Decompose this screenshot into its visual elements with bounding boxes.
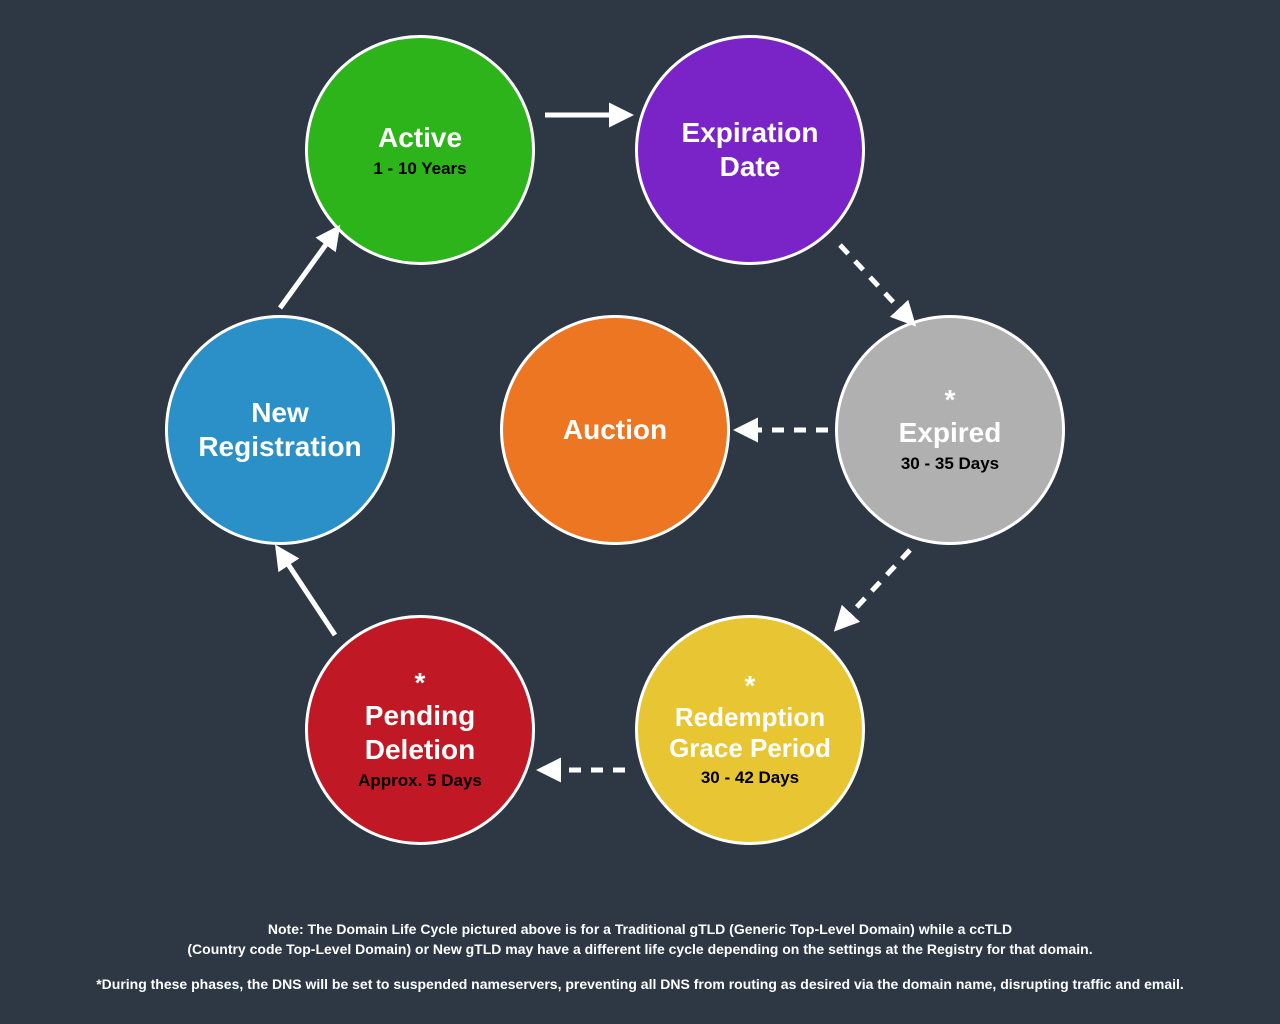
- node-expired-asterisk: *: [945, 386, 956, 414]
- node-active: Active 1 - 10 Years: [305, 35, 535, 265]
- node-redemption-title: Redemption Grace Period: [669, 702, 831, 764]
- footer-note-line1: Note: The Domain Life Cycle pictured abo…: [268, 921, 1012, 937]
- footer-note-line2: (Country code Top-Level Domain) or New g…: [187, 941, 1092, 957]
- node-redemption-subtitle: 30 - 42 Days: [701, 768, 799, 788]
- node-newreg: New Registration: [165, 315, 395, 545]
- node-expired: * Expired 30 - 35 Days: [835, 315, 1065, 545]
- edge-newreg-active: [280, 232, 335, 308]
- node-expiration-title: Expiration Date: [682, 116, 819, 183]
- footer-asterisk-text: *During these phases, the DNS will be se…: [96, 976, 1184, 992]
- node-pending-asterisk: *: [415, 669, 426, 697]
- node-redemption: * Redemption Grace Period 30 - 42 Days: [635, 615, 865, 845]
- node-newreg-title: New Registration: [198, 396, 361, 463]
- node-pending: * Pending Deletion Approx. 5 Days: [305, 615, 535, 845]
- edge-expired-redemption: [840, 550, 910, 625]
- node-active-subtitle: 1 - 10 Years: [373, 159, 466, 179]
- node-expiration: Expiration Date: [635, 35, 865, 265]
- edge-expiration-expired: [840, 245, 910, 320]
- node-active-title: Active: [378, 121, 462, 155]
- node-pending-subtitle: Approx. 5 Days: [358, 771, 482, 791]
- node-auction-title: Auction: [563, 413, 667, 447]
- edge-pending-newreg: [280, 552, 335, 635]
- node-pending-title: Pending Deletion: [365, 699, 475, 766]
- node-expired-subtitle: 30 - 35 Days: [901, 454, 999, 474]
- node-expired-title: Expired: [899, 416, 1002, 450]
- node-auction: Auction: [500, 315, 730, 545]
- node-redemption-asterisk: *: [745, 672, 756, 700]
- footer-asterisk-note: *During these phases, the DNS will be se…: [0, 975, 1280, 995]
- footer-note: Note: The Domain Life Cycle pictured abo…: [0, 920, 1280, 959]
